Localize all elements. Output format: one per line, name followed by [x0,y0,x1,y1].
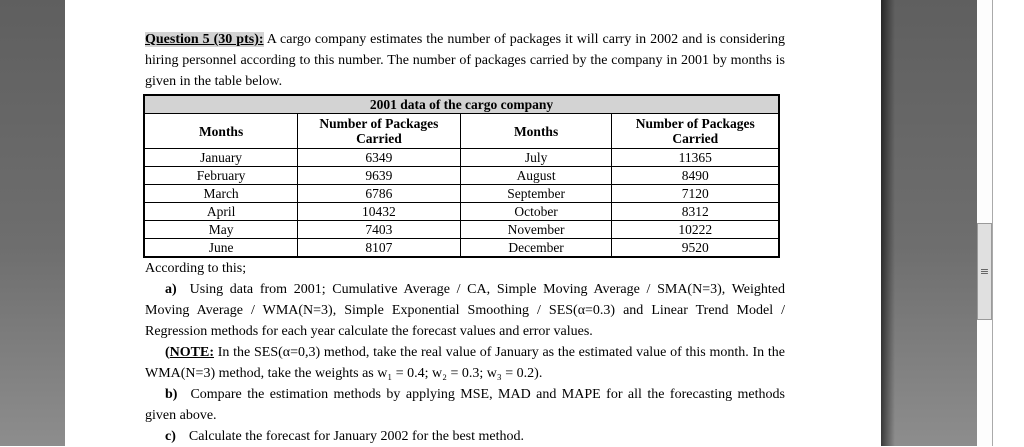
table-title: 2001 data of the cargo company [143,94,780,114]
note-open-paren: ( [165,345,170,360]
table-row: June 8107 December 9520 [143,238,780,258]
table-cell: February [143,166,299,185]
scrollbar-track[interactable]: ≡ [977,0,993,446]
table-cell: July [459,148,613,167]
right-background [881,0,977,446]
item-b-text: Compare the estimation methods by applyi… [145,387,785,423]
item-a-text: Using data from 2001; Cumulative Average… [145,282,785,339]
table-header-cell: Months [459,113,613,149]
table-header-cell: Number of Packages Carried [611,113,780,149]
page-shadow [881,0,895,446]
table-cell: April [143,202,299,221]
table-cell: 10222 [611,220,780,239]
item-a: a) Using data from 2001; Cumulative Avera… [145,279,785,342]
table-cell: 7120 [611,184,780,203]
left-background [0,0,65,446]
scrollbar-grip-icon: ≡ [979,265,990,278]
table-header-cell: Number of Packages Carried [297,113,461,149]
table-cell: 9639 [297,166,461,185]
table-row: March 6786 September 7120 [143,184,780,203]
table-cell: December [459,238,613,258]
table-header-row: Months Number of Packages Carried Months… [143,113,780,149]
table-cell: March [143,184,299,203]
table-cell: 11365 [611,148,780,167]
table-cell: 8490 [611,166,780,185]
table-cell: January [143,148,299,167]
table-cell: 10432 [297,202,461,221]
table-row: January 6349 July 11365 [143,148,780,167]
table-cell: October [459,202,613,221]
note-text: In the SES(α=0,3) method, take the real … [145,345,785,381]
item-c-label: c) [165,429,176,444]
table-header-cell: Months [143,113,299,149]
table-cell: 6786 [297,184,461,203]
table-title-row: 2001 data of the cargo company [143,94,780,114]
item-b: b) Compare the estimation methods by appl… [145,384,785,426]
item-b-label: b) [165,387,178,402]
item-c: c) Calculate the forecast for January 200… [145,426,785,447]
table-cell: 6349 [297,148,461,167]
table-cell: September [459,184,613,203]
table-cell: November [459,220,613,239]
note-label: NOTE: [169,345,215,360]
table-row: February 9639 August 8490 [143,166,780,185]
question-label: Question 5 (30 pts): [145,32,264,47]
note-paragraph: (NOTE: In the SES(α=0,3) method, take th… [145,342,785,384]
table-cell: 8312 [611,202,780,221]
table-row: May 7403 November 10222 [143,220,780,239]
table-cell: 9520 [611,238,780,258]
intro-paragraph: Question 5 (30 pts): A cargo company est… [145,29,785,92]
item-c-text: Calculate the forecast for January 2002 … [188,429,524,444]
intro-text: A cargo company estimates the number of … [145,32,785,89]
item-a-label: a) [165,282,177,297]
according-line: According to this; [145,261,247,276]
document-page: Question 5 (30 pts): A cargo company est… [65,0,881,446]
table-cell: June [143,238,299,258]
table-row: April 10432 October 8312 [143,202,780,221]
cargo-data-table: 2001 data of the cargo company Months Nu… [143,94,780,258]
table-cell: August [459,166,613,185]
table-cell: May [143,220,299,239]
scrollbar-thumb[interactable]: ≡ [977,223,992,320]
document-content: Question 5 (30 pts): A cargo company est… [143,29,785,447]
table-cell: 7403 [297,220,461,239]
table-cell: 8107 [297,238,461,258]
